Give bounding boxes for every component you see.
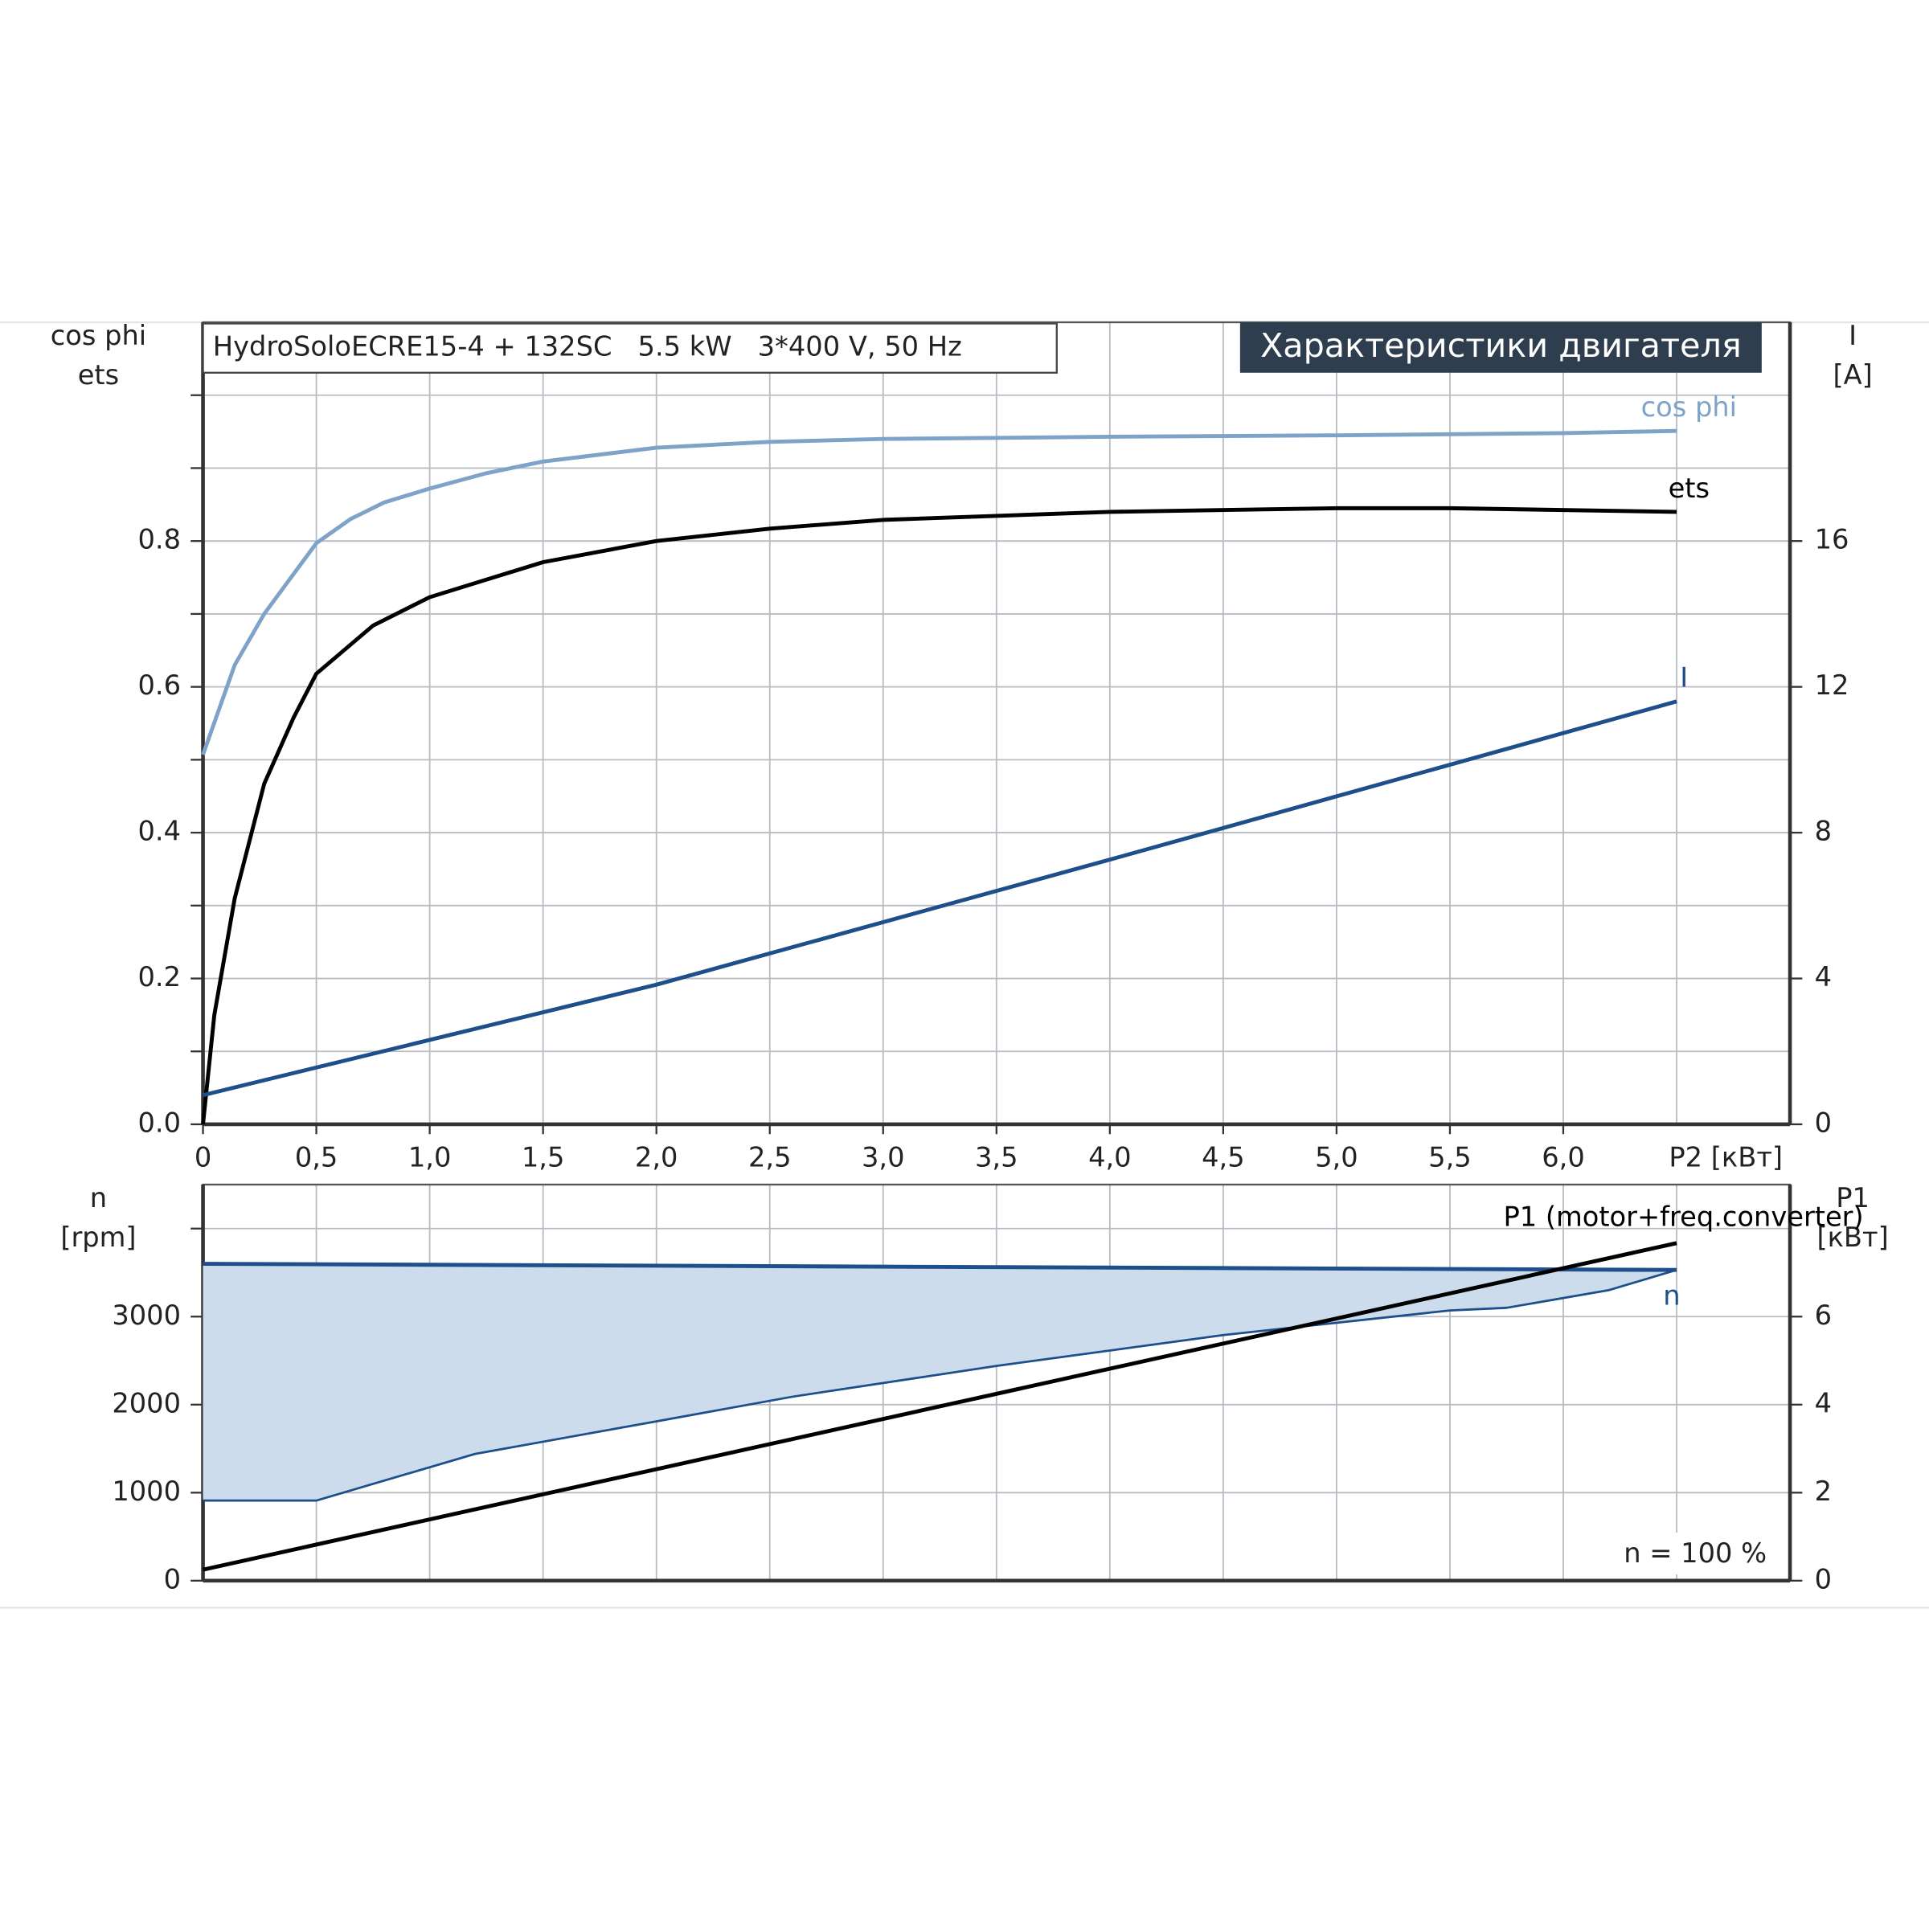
series-line [202, 699, 1677, 1098]
y-tick-label: 0 [164, 1563, 181, 1594]
header-box [1239, 322, 1762, 373]
x-tick-label: 3,0 [862, 1141, 905, 1173]
y-tick-label: 0.4 [137, 816, 181, 847]
x-tick-label: 1,5 [522, 1141, 565, 1173]
y-tick-label: 2000 [112, 1387, 181, 1418]
series-label: cos phi [1641, 391, 1737, 423]
x-tick-label: 4,5 [1202, 1141, 1245, 1173]
y2-tick-label: 2 [1815, 1476, 1832, 1507]
y2-tick-label: 4 [1815, 1387, 1832, 1418]
series-label: P1 (motor+freq.converter) [1503, 1201, 1863, 1233]
y2-tick-label: 0 [1815, 1563, 1832, 1594]
x-tick-label: 2,5 [748, 1141, 792, 1173]
x-tick-label: 0,5 [295, 1141, 338, 1173]
title-box [202, 322, 1058, 374]
x-axis-title: P2 [кВт] [1669, 1141, 1783, 1173]
series-line [203, 1262, 1677, 1272]
y2-axis-title: I [1849, 320, 1857, 351]
chart-title: HydroSoloECRE15-4 + 132SC 5.5 kW 3*400 V… [213, 331, 962, 362]
y-tick-label: 0.0 [137, 1107, 181, 1138]
y-tick-label: 0.8 [137, 524, 181, 555]
series-line [203, 1268, 1677, 1502]
x-tick-label: 5,5 [1428, 1141, 1472, 1173]
y-tick-label: 0.2 [137, 961, 181, 993]
y2-axis-title: [кВт] [1816, 1222, 1888, 1253]
y-axis-title: ets [78, 359, 119, 391]
y2-tick-label: 16 [1815, 524, 1849, 555]
y-axis-title: n [90, 1182, 107, 1214]
y2-tick-label: 8 [1815, 816, 1832, 847]
y2-tick-label: 12 [1815, 669, 1849, 701]
y-axis-title: [rpm] [60, 1222, 136, 1253]
series-label: ets [1669, 473, 1710, 504]
header-title: Характеристики двигателя [1260, 326, 1742, 365]
x-tick-label: 1,0 [408, 1141, 452, 1173]
annotation-box [1609, 1533, 1784, 1575]
y2-tick-label: 0 [1815, 1107, 1832, 1138]
y-tick-label: 3000 [112, 1300, 181, 1331]
fill-area [203, 1263, 1677, 1501]
x-tick-label: 4,0 [1088, 1141, 1132, 1173]
series-line [201, 506, 1677, 1125]
x-tick-label: 6,0 [1542, 1141, 1585, 1173]
y2-axis-title: [A] [1833, 359, 1872, 391]
y-tick-label: 0.6 [137, 669, 181, 701]
series-label: I [1680, 662, 1688, 694]
x-tick-label: 5,0 [1315, 1141, 1358, 1173]
annotation: n = 100 % [1624, 1537, 1767, 1569]
y-tick-label: 1000 [112, 1476, 181, 1507]
x-tick-label: 0 [195, 1141, 211, 1173]
y2-tick-label: 4 [1815, 961, 1832, 993]
y2-axis-title: P1 [1836, 1182, 1870, 1214]
series-label: n [1663, 1279, 1680, 1311]
x-tick-label: 3,5 [975, 1141, 1018, 1173]
series-line [201, 428, 1677, 755]
series-line [203, 1241, 1677, 1572]
x-tick-label: 2,0 [635, 1141, 678, 1173]
y2-tick-label: 6 [1815, 1300, 1832, 1331]
y-axis-title: cos phi [51, 320, 146, 351]
